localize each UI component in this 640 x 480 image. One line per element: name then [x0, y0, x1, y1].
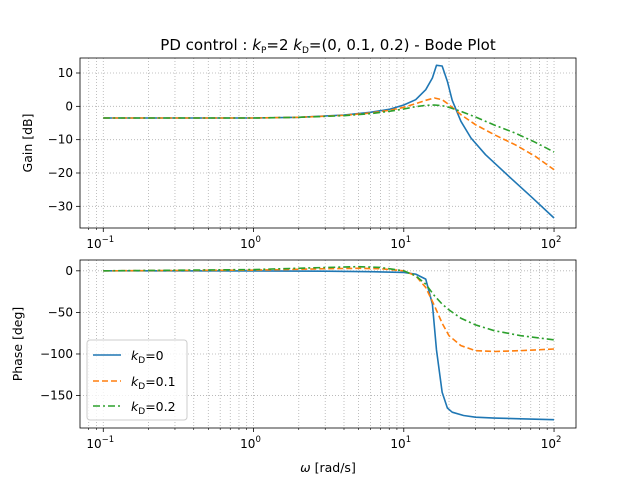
- gain-x-tick-label: 101: [390, 235, 411, 251]
- gain-y-tick-label: 0: [65, 99, 73, 113]
- figure-title: PD control : kP=2 kD=(0, 0.1, 0.2) - Bod…: [160, 36, 496, 56]
- legend-label-kd02: kD=0.2: [131, 399, 176, 417]
- phase-grid: [80, 260, 576, 428]
- gain-x-tick-label: 100: [240, 235, 261, 251]
- phase-y-axis-label: Phase [deg]: [10, 307, 25, 382]
- phase-series-line-2: [103, 265, 555, 341]
- x-axis-label: ω [rad/s]: [300, 460, 356, 475]
- phase-y-tick-label: 0: [65, 264, 73, 278]
- phase-series-group: [103, 265, 555, 421]
- gain-y-tick-label: 10: [58, 66, 73, 80]
- gain-series-line-2: [103, 104, 555, 153]
- gain-y-tick-label: −20: [48, 166, 73, 180]
- phase-x-tick-label: 101: [390, 435, 411, 451]
- gain-y-tick-label: −10: [48, 133, 73, 147]
- legend-entry-kd02: kD=0.2: [93, 399, 176, 417]
- phase-y-tick-label: −150: [40, 389, 73, 403]
- phase-x-tick-label: 102: [541, 435, 562, 451]
- gain-axes-frame: [79, 57, 577, 229]
- legend-entry-kd0: kD=0: [93, 348, 164, 366]
- phase-axes-frame: [79, 259, 577, 429]
- gain-grid: [80, 58, 576, 228]
- phase-plot: 10−1 100 101 102 0 −50 −100 −150 Phase [deg]: [10, 259, 577, 451]
- phase-y-tick-label: −50: [48, 305, 73, 319]
- phase-series-line-0: [103, 270, 555, 421]
- legend: kD=0 kD=0.1 kD=0.2: [86, 339, 188, 421]
- phase-ticks: 10−1 100 101 102 0 −50 −100 −150: [40, 264, 561, 451]
- phase-series-line-1: [103, 267, 555, 353]
- gain-x-tick-label: 10−1: [86, 235, 114, 251]
- gain-series-group: [103, 64, 555, 219]
- phase-y-tick-label: −100: [40, 347, 73, 361]
- phase-x-tick-label: 10−1: [86, 435, 114, 451]
- legend-label-kd0: kD=0: [131, 348, 164, 366]
- legend-box: [86, 339, 188, 421]
- gain-y-axis-label: Gain [dB]: [20, 114, 35, 173]
- gain-y-tick-label: −30: [48, 199, 73, 213]
- gain-series-line-1: [103, 97, 555, 171]
- phase-x-tick-label: 100: [240, 435, 261, 451]
- legend-label-kd01: kD=0.1: [131, 374, 176, 392]
- gain-x-tick-label: 102: [541, 235, 562, 251]
- legend-entry-kd01: kD=0.1: [93, 374, 176, 392]
